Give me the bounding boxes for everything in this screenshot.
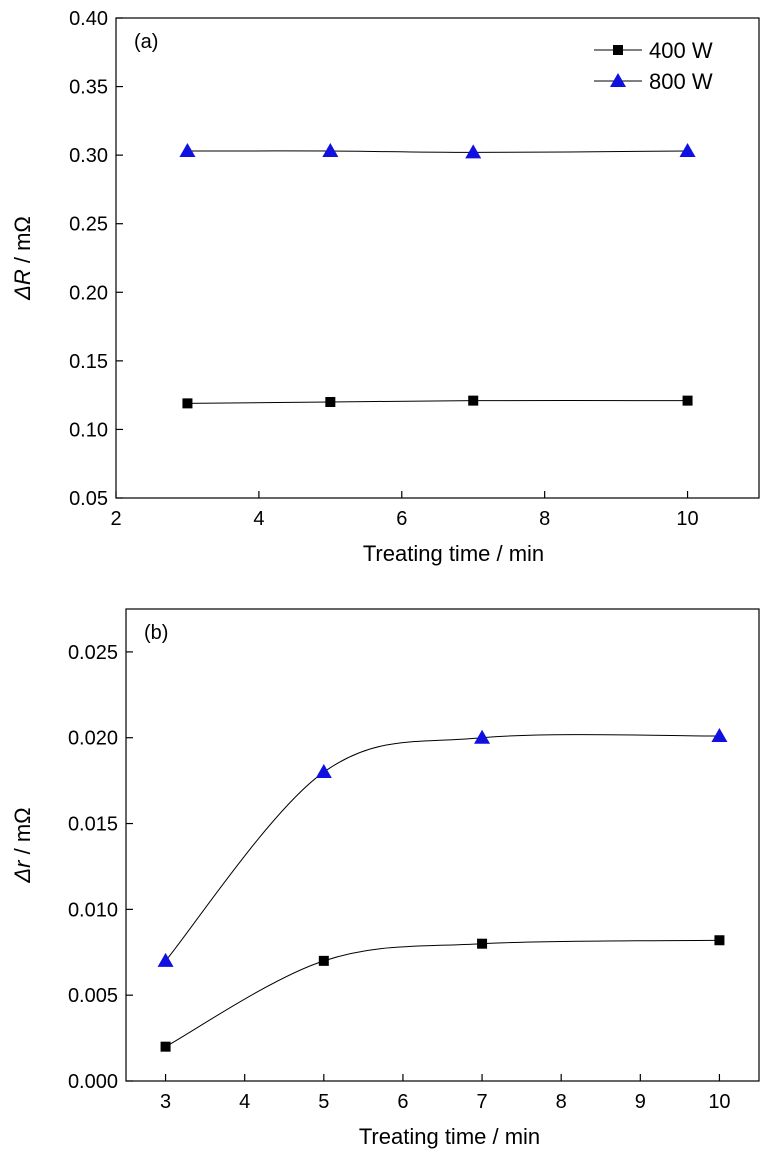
panel-label: (b) — [144, 622, 168, 644]
data-point — [318, 955, 329, 966]
data-point — [714, 935, 725, 946]
x-tick-label: 8 — [539, 508, 550, 530]
data-point — [679, 143, 696, 158]
x-tick-label: 2 — [110, 508, 121, 530]
y-tick-label: 0.010 — [68, 899, 118, 921]
y-tick-label: 0.20 — [69, 282, 108, 304]
x-axis-title: Treating time / min — [363, 541, 544, 566]
y-tick-label: 0.40 — [69, 8, 108, 30]
series-line-1 — [165, 734, 720, 962]
series-line-0 — [187, 400, 688, 404]
data-point — [182, 398, 193, 409]
data-point — [315, 764, 332, 779]
legend-label: 800 W — [649, 69, 713, 94]
x-tick-label: 8 — [556, 1091, 567, 1113]
x-tick-label: 10 — [676, 508, 698, 530]
legend-marker — [613, 45, 623, 55]
y-axis-title: ΔR / mΩ — [10, 216, 35, 301]
y-axis-title: Δr / mΩ — [10, 807, 35, 883]
y-tick-label: 0.15 — [69, 351, 108, 373]
y-tick-label: 0.000 — [68, 1071, 118, 1093]
y-tick-label: 0.10 — [69, 419, 108, 441]
x-tick-label: 5 — [318, 1091, 329, 1113]
legend-label: 400 W — [649, 38, 713, 63]
data-point — [322, 143, 339, 158]
legend-marker — [610, 73, 626, 87]
data-point — [477, 938, 488, 949]
chart-panel-a: 2 4 6 8 10 0.05 0.10 0.15 0.20 0.25 0.30 0.35 0.40 Tr… — [10, 8, 760, 566]
data-point — [474, 729, 491, 744]
data-point — [157, 952, 174, 967]
x-tick-label: 4 — [239, 1091, 250, 1113]
x-tick-label: 10 — [708, 1091, 730, 1113]
plot-frame — [125, 608, 760, 1082]
plot-frame — [115, 17, 760, 499]
y-tick-label: 0.005 — [68, 985, 118, 1007]
data-point — [711, 728, 728, 743]
x-tick-label: 9 — [635, 1091, 646, 1113]
panel-label: (a) — [134, 31, 158, 53]
y-tick-label: 0.35 — [69, 77, 108, 99]
x-tick-label: 7 — [477, 1091, 488, 1113]
x-tick-label: 4 — [253, 508, 264, 530]
data-point — [468, 395, 479, 406]
x-axis-title: Treating time / min — [359, 1124, 540, 1149]
y-tick-label: 0.05 — [69, 488, 108, 510]
y-tick-label: 0.25 — [69, 214, 108, 236]
x-tick-label: 6 — [397, 1091, 408, 1113]
x-tick-label: 3 — [160, 1091, 171, 1113]
data-point — [465, 144, 482, 159]
x-tick-label: 6 — [396, 508, 407, 530]
data-point — [179, 143, 196, 158]
y-tick-label: 0.015 — [68, 814, 118, 836]
y-tick-label: 0.020 — [68, 728, 118, 750]
chart-panel-b: 3 4 5 6 7 8 9 10 0.000 0.005 0.010 0.015 0.020 0.025 T… — [10, 608, 760, 1149]
y-tick-label: 0.025 — [68, 642, 118, 664]
y-tick-label: 0.30 — [69, 145, 108, 167]
data-point — [682, 395, 693, 406]
series-line-1 — [187, 150, 688, 153]
data-point — [160, 1041, 171, 1052]
series-line-0 — [165, 939, 720, 1048]
data-point — [325, 397, 336, 407]
